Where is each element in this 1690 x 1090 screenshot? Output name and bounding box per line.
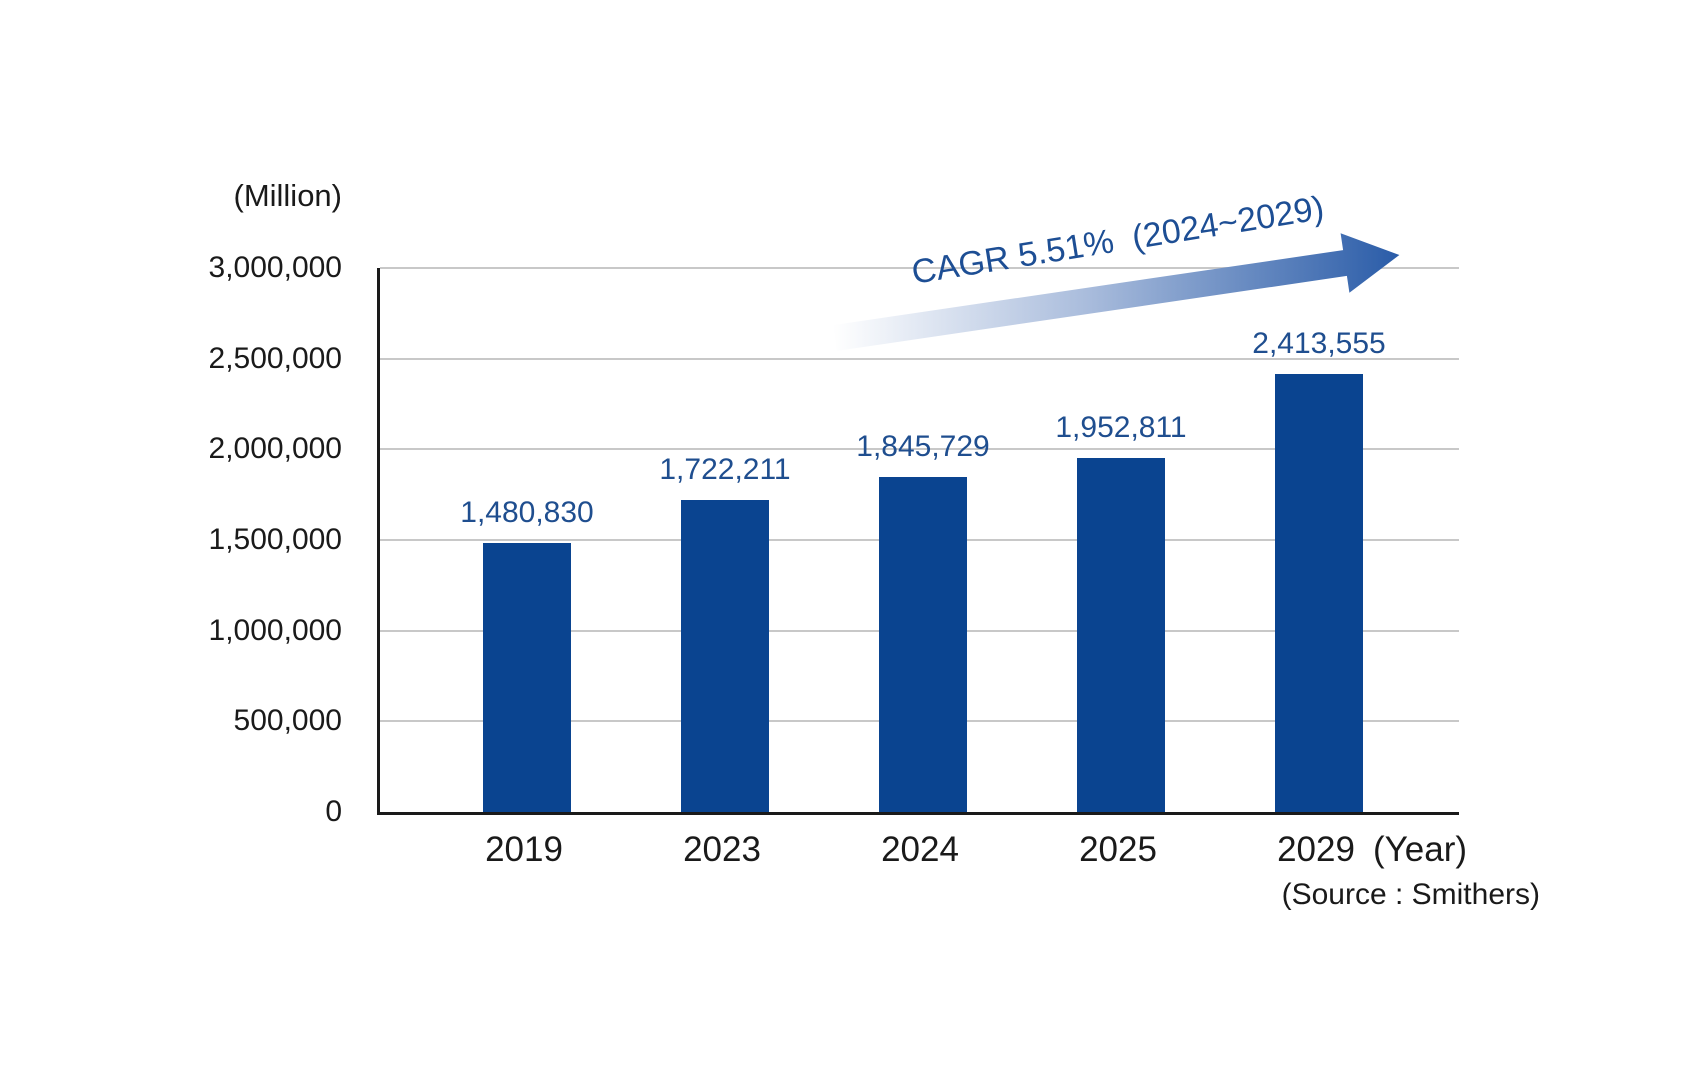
y-tick-label-1000000: 1,000,000 xyxy=(208,613,342,647)
x-tick-label-2024: 2024 xyxy=(881,830,959,869)
bar-2024 xyxy=(879,477,967,812)
cagr-trend-arrow-icon xyxy=(833,233,1400,351)
plot-area: 1,480,830 1,722,211 1,845,729 1,952,811 2,41… xyxy=(377,267,1459,815)
bar-value-2029: 2,413,555 xyxy=(1252,327,1386,361)
y-tick-label-1500000: 1,500,000 xyxy=(208,523,342,556)
bar-2029 xyxy=(1275,374,1363,812)
y-tick-label-0: 0 xyxy=(325,795,342,828)
bar-value-2024: 1,845,729 xyxy=(856,430,990,464)
y-tick-label-2000000: 2,000,000 xyxy=(208,432,342,466)
trend-arrow-shape xyxy=(833,233,1400,351)
x-tick-label-2023: 2023 xyxy=(683,830,761,869)
y-tick-label-3000000: 3,000,000 xyxy=(208,251,342,284)
bar-2019 xyxy=(483,543,571,812)
source-note: (Source : Smithers) xyxy=(1281,878,1540,911)
y-axis-unit-label: (Million) xyxy=(233,178,343,213)
bar-value-2019: 1,480,830 xyxy=(460,496,594,530)
y-tick-label-500000: 500,000 xyxy=(233,704,342,738)
x-tick-label-2025: 2025 xyxy=(1079,830,1157,869)
y-tick-label-2500000: 2,500,000 xyxy=(208,341,342,375)
bar-2025 xyxy=(1077,457,1165,812)
bar-value-2025: 1,952,811 xyxy=(1055,410,1187,444)
bar-2023 xyxy=(681,499,769,812)
gridline-3000000 xyxy=(380,267,1459,269)
x-axis-unit-label: (Year) xyxy=(1372,830,1468,869)
x-tick-label-2019: 2019 xyxy=(485,830,563,869)
gridline-2500000 xyxy=(380,357,1459,360)
gridline-2000000 xyxy=(380,448,1459,451)
x-tick-label-2029: 2029 xyxy=(1277,830,1355,869)
bar-value-2023: 1,722,211 xyxy=(659,452,791,486)
